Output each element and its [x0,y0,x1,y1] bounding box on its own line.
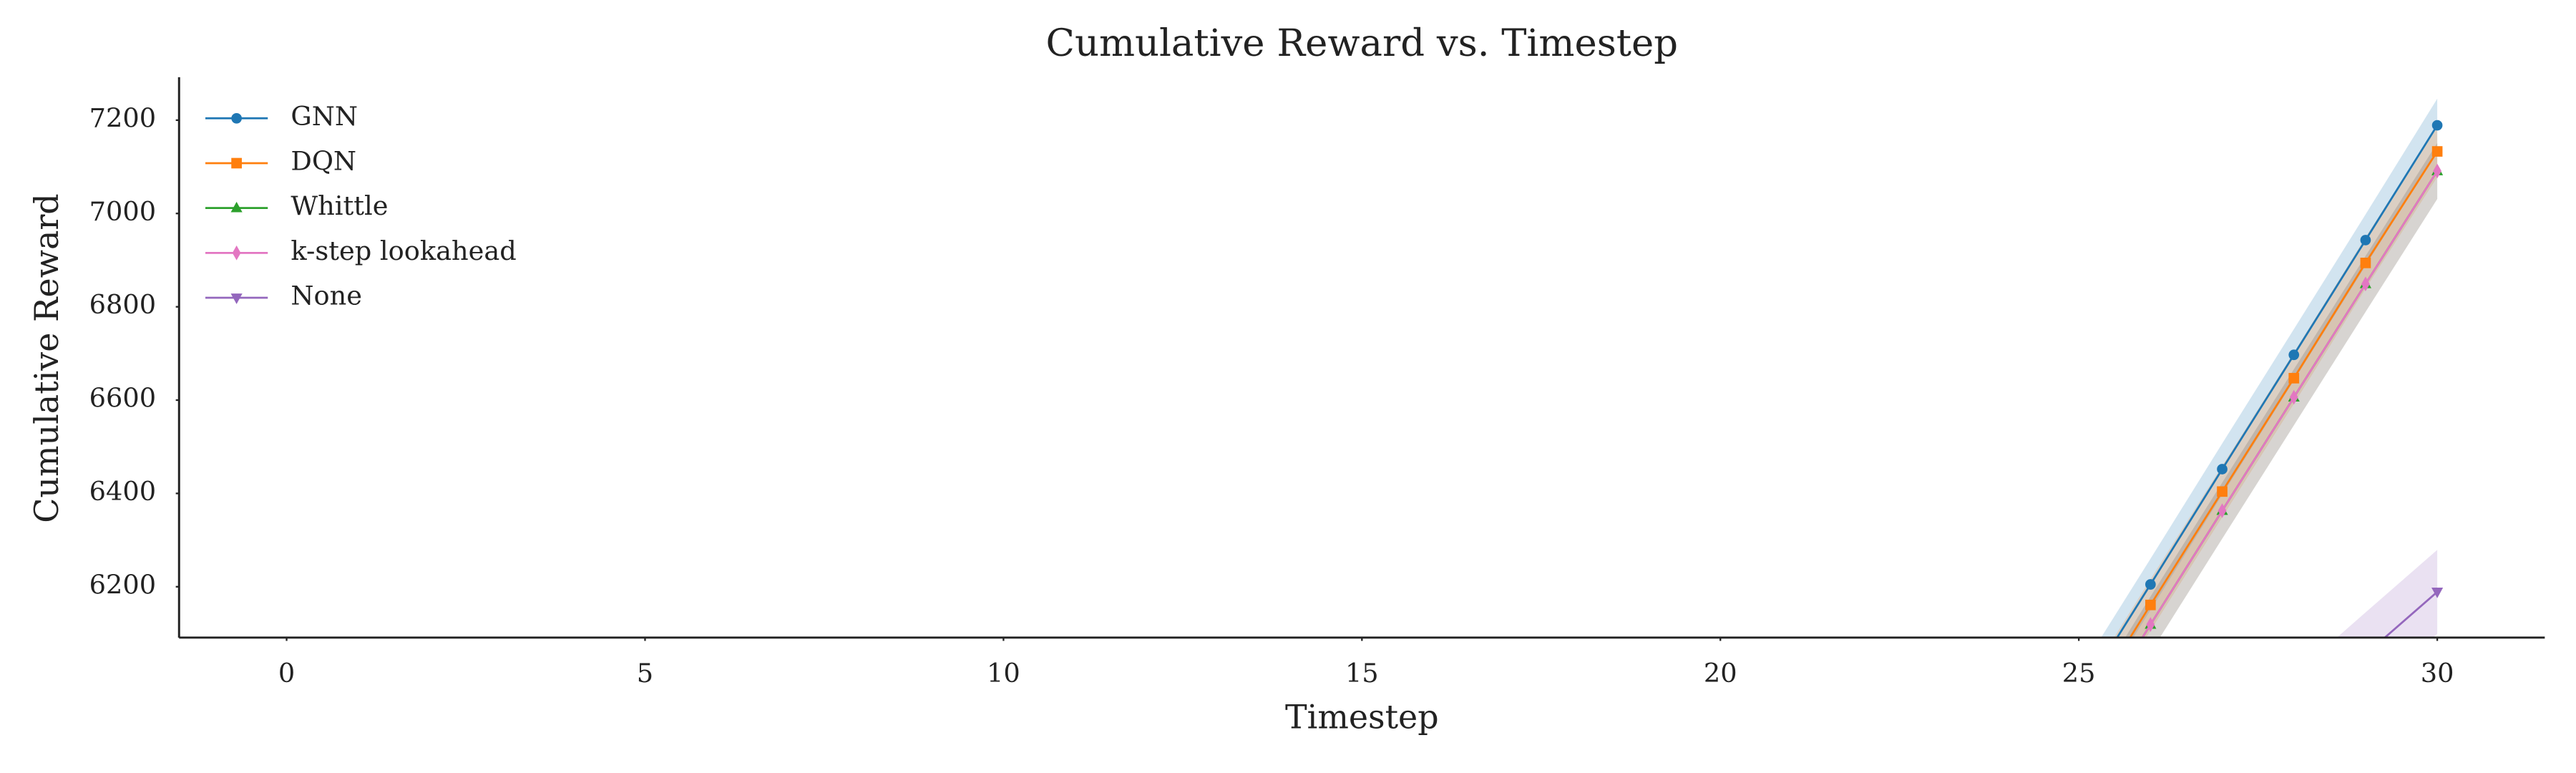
legend-label: Whittle [291,190,388,221]
legend-label: None [291,281,362,311]
data-point [2288,349,2300,361]
y-tick-label: 6800 [89,289,156,320]
x-axis-label: Timestep [1285,698,1439,736]
y-tick-label: 6400 [89,476,156,507]
x-tick-label: 10 [987,658,1020,689]
chart-title: Cumulative Reward vs. Timestep [1046,21,1679,65]
legend-marker [230,201,243,213]
data-point [2360,258,2371,268]
plot-area [2101,98,2444,638]
x-tick-label: 20 [1704,658,1737,689]
x-tick-label: 0 [278,658,295,689]
data-point [2289,389,2298,405]
data-point [2146,617,2155,632]
legend-marker [230,293,243,304]
y-tick-label: 7200 [89,102,156,133]
data-point [2145,579,2156,590]
x-tick-label: 25 [2062,658,2096,689]
confidence-band [2124,142,2438,638]
confidence-band [2336,550,2438,638]
data-point [2360,235,2371,245]
data-point [2217,464,2228,475]
data-point [2431,120,2443,131]
series-line [2141,170,2439,638]
x-tick-label: 15 [1345,658,1379,689]
y-tick-label: 6600 [89,383,156,414]
legend-label: k-step lookahead [291,235,516,266]
y-tick-label: 7000 [89,196,156,227]
series-line [2129,150,2439,638]
legend: GNN DQN Whittle k-step lookahead None [205,101,517,311]
x-tick-label: 30 [2421,658,2454,689]
data-point [2431,146,2443,157]
confidence-band [2124,142,2438,638]
legend-label: GNN [291,101,358,132]
series-line [2116,125,2439,638]
y-tick-label: 6200 [89,569,156,600]
legend-label: DQN [291,145,356,176]
legend-marker [231,157,242,169]
x-tick-label: 5 [637,658,653,689]
y-axis-label: Cumulative Reward [27,193,66,522]
data-point [2288,373,2300,384]
data-point [2217,486,2228,497]
data-point [2145,599,2156,611]
legend-marker [231,112,242,124]
data-point [2431,588,2444,598]
